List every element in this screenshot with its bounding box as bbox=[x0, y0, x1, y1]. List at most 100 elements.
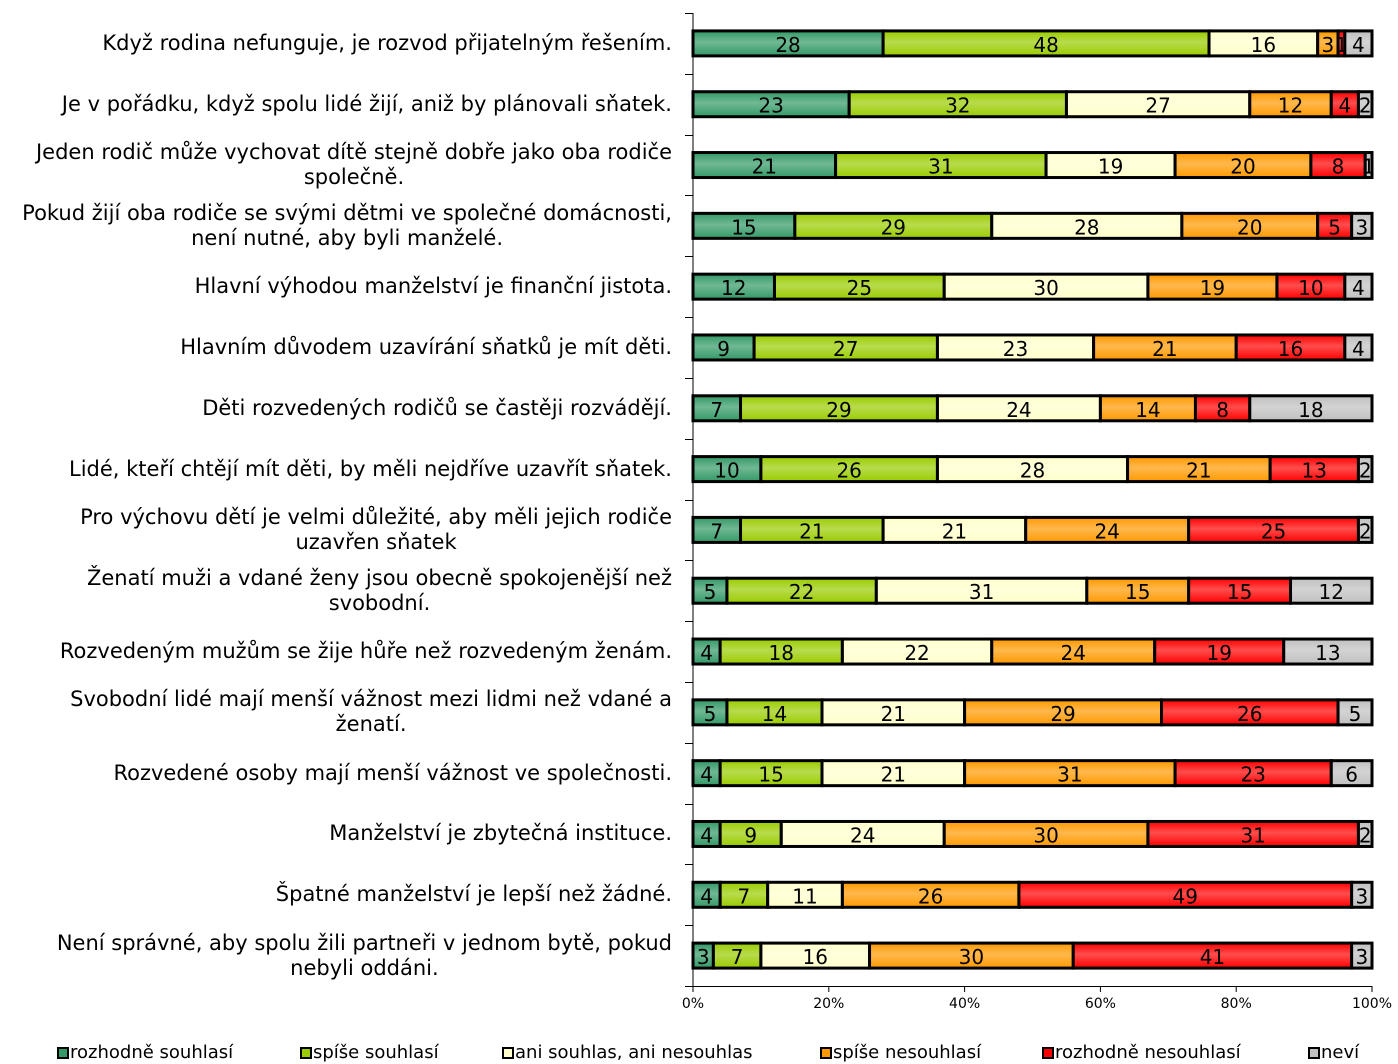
bar-row bbox=[691, 698, 1374, 727]
legend-item: rozhodně souhlasí bbox=[57, 1042, 233, 1064]
data-label: 7 bbox=[710, 519, 723, 543]
data-label: 3 bbox=[697, 945, 710, 969]
bar-segment bbox=[1275, 272, 1347, 301]
data-label: 5 bbox=[1349, 702, 1362, 726]
data-label: 4 bbox=[700, 884, 713, 908]
bar-row bbox=[691, 90, 1374, 119]
data-label: 4 bbox=[1338, 94, 1351, 118]
bar-row bbox=[691, 880, 1374, 909]
bar-segment bbox=[990, 211, 1184, 240]
data-label: 5 bbox=[1328, 215, 1341, 239]
bar-segment bbox=[1248, 394, 1374, 423]
data-label: 22 bbox=[904, 641, 929, 665]
bar-segment bbox=[840, 637, 994, 666]
data-label: 21 bbox=[799, 519, 824, 543]
bar-segment bbox=[1193, 394, 1252, 423]
x-tick-label: 0% bbox=[682, 996, 704, 1012]
bar-segment bbox=[820, 698, 967, 727]
data-label: 15 bbox=[1227, 580, 1252, 604]
data-label: 4 bbox=[700, 823, 713, 847]
data-label: 23 bbox=[1003, 337, 1028, 361]
data-label: 29 bbox=[1050, 702, 1075, 726]
legend-swatch bbox=[300, 1047, 312, 1059]
bar-row bbox=[691, 941, 1374, 970]
category-label: Ženatí muži a vdané ženy jsou obecně spo… bbox=[86, 565, 672, 615]
data-label: 8 bbox=[1332, 155, 1345, 179]
data-label: 7 bbox=[710, 398, 723, 422]
data-label: 28 bbox=[1074, 215, 1099, 239]
bar-segment bbox=[874, 576, 1089, 605]
data-label: 10 bbox=[1298, 276, 1323, 300]
data-label: 23 bbox=[758, 94, 783, 118]
data-label: 3 bbox=[1355, 215, 1368, 239]
data-label: 30 bbox=[1033, 276, 1058, 300]
x-tick-label: 20% bbox=[813, 996, 844, 1012]
data-labels: 28 48 16 3 1 423 32 27 12 4 221 31 19 20 8 115 29 28 20 5 31… bbox=[697, 33, 1375, 969]
x-tick-label: 100% bbox=[1352, 996, 1392, 1012]
data-label: 25 bbox=[1261, 519, 1286, 543]
data-label: 8 bbox=[1216, 398, 1229, 422]
legend-item: ani souhlas, ani nesouhlas bbox=[502, 1042, 752, 1064]
data-label: 12 bbox=[721, 276, 746, 300]
bar-row bbox=[691, 211, 1374, 240]
data-label: 19 bbox=[1206, 641, 1231, 665]
bar-segment bbox=[725, 576, 878, 605]
bar-row bbox=[691, 759, 1374, 788]
category-row: Manželství je zbytečná instituce. bbox=[0, 804, 672, 865]
category-row: Jeden rodič může vychovat dítě stejně do… bbox=[0, 135, 672, 196]
category-row: Není správné, aby spolu žili partneři v … bbox=[0, 925, 672, 986]
bar-segment bbox=[868, 941, 1075, 970]
data-label: 27 bbox=[833, 337, 858, 361]
data-label: 13 bbox=[1315, 641, 1340, 665]
category-label: Když rodina nefunguje, je rozvod přijate… bbox=[102, 30, 672, 55]
bar-segment bbox=[1329, 759, 1374, 788]
bar-segment bbox=[1024, 515, 1191, 544]
category-label: Lidé, kteří chtějí mít děti, by měli nej… bbox=[69, 456, 672, 481]
data-label: 15 bbox=[1125, 580, 1150, 604]
data-label: 30 bbox=[959, 945, 984, 969]
x-axis: 0% 20% 40% 60% 80% 100% bbox=[682, 986, 1392, 1012]
data-label: 16 bbox=[1251, 33, 1276, 57]
data-label: 10 bbox=[714, 459, 739, 483]
bar-segment bbox=[1356, 455, 1374, 484]
data-label: 19 bbox=[1098, 155, 1123, 179]
data-label: 13 bbox=[1302, 459, 1327, 483]
data-label: 21 bbox=[881, 702, 906, 726]
category-label: Je v pořádku, když spolu lidé žijí, aniž… bbox=[61, 91, 672, 116]
bar-segment bbox=[1329, 90, 1360, 119]
bar-segment bbox=[691, 211, 797, 240]
data-label: 4 bbox=[1352, 337, 1365, 361]
bar-segment bbox=[881, 29, 1211, 58]
legend-swatch bbox=[1042, 1047, 1054, 1059]
category-label: Hlavním důvodem uzavírání sňatků je mít … bbox=[180, 334, 672, 359]
category-row: Hlavním důvodem uzavírání sňatků je mít … bbox=[0, 317, 672, 378]
bar-segment bbox=[1350, 211, 1374, 240]
data-label: 23 bbox=[1240, 763, 1265, 787]
bar-segment bbox=[1268, 455, 1360, 484]
data-label: 14 bbox=[762, 702, 787, 726]
data-label: 3 bbox=[1355, 884, 1368, 908]
data-label: 3 bbox=[1355, 945, 1368, 969]
data-label: 22 bbox=[789, 580, 814, 604]
bar-segment bbox=[1356, 90, 1374, 119]
category-row: Špatné manželství je lepší než žádné. bbox=[0, 864, 672, 925]
bar-row bbox=[691, 819, 1374, 848]
data-label: 1 bbox=[1335, 33, 1348, 57]
data-label: 5 bbox=[704, 580, 717, 604]
data-label: 24 bbox=[850, 823, 875, 847]
data-label: 4 bbox=[700, 641, 713, 665]
data-label: 4 bbox=[1352, 33, 1365, 57]
category-label: Pokud žijí oba rodiče se svými dětmi ve … bbox=[22, 200, 672, 250]
data-label: 21 bbox=[881, 763, 906, 787]
legend-label: spíše souhlasí bbox=[313, 1042, 439, 1063]
data-label: 16 bbox=[1278, 337, 1303, 361]
data-label: 31 bbox=[1240, 823, 1265, 847]
x-tick-label: 60% bbox=[1085, 996, 1116, 1012]
bar-segment bbox=[1343, 272, 1374, 301]
bar-segment bbox=[1343, 333, 1374, 362]
category-label: Manželství je zbytečná instituce. bbox=[329, 821, 672, 846]
data-label: 14 bbox=[1135, 398, 1160, 422]
data-label: 4 bbox=[700, 763, 713, 787]
bar-row bbox=[691, 576, 1374, 605]
